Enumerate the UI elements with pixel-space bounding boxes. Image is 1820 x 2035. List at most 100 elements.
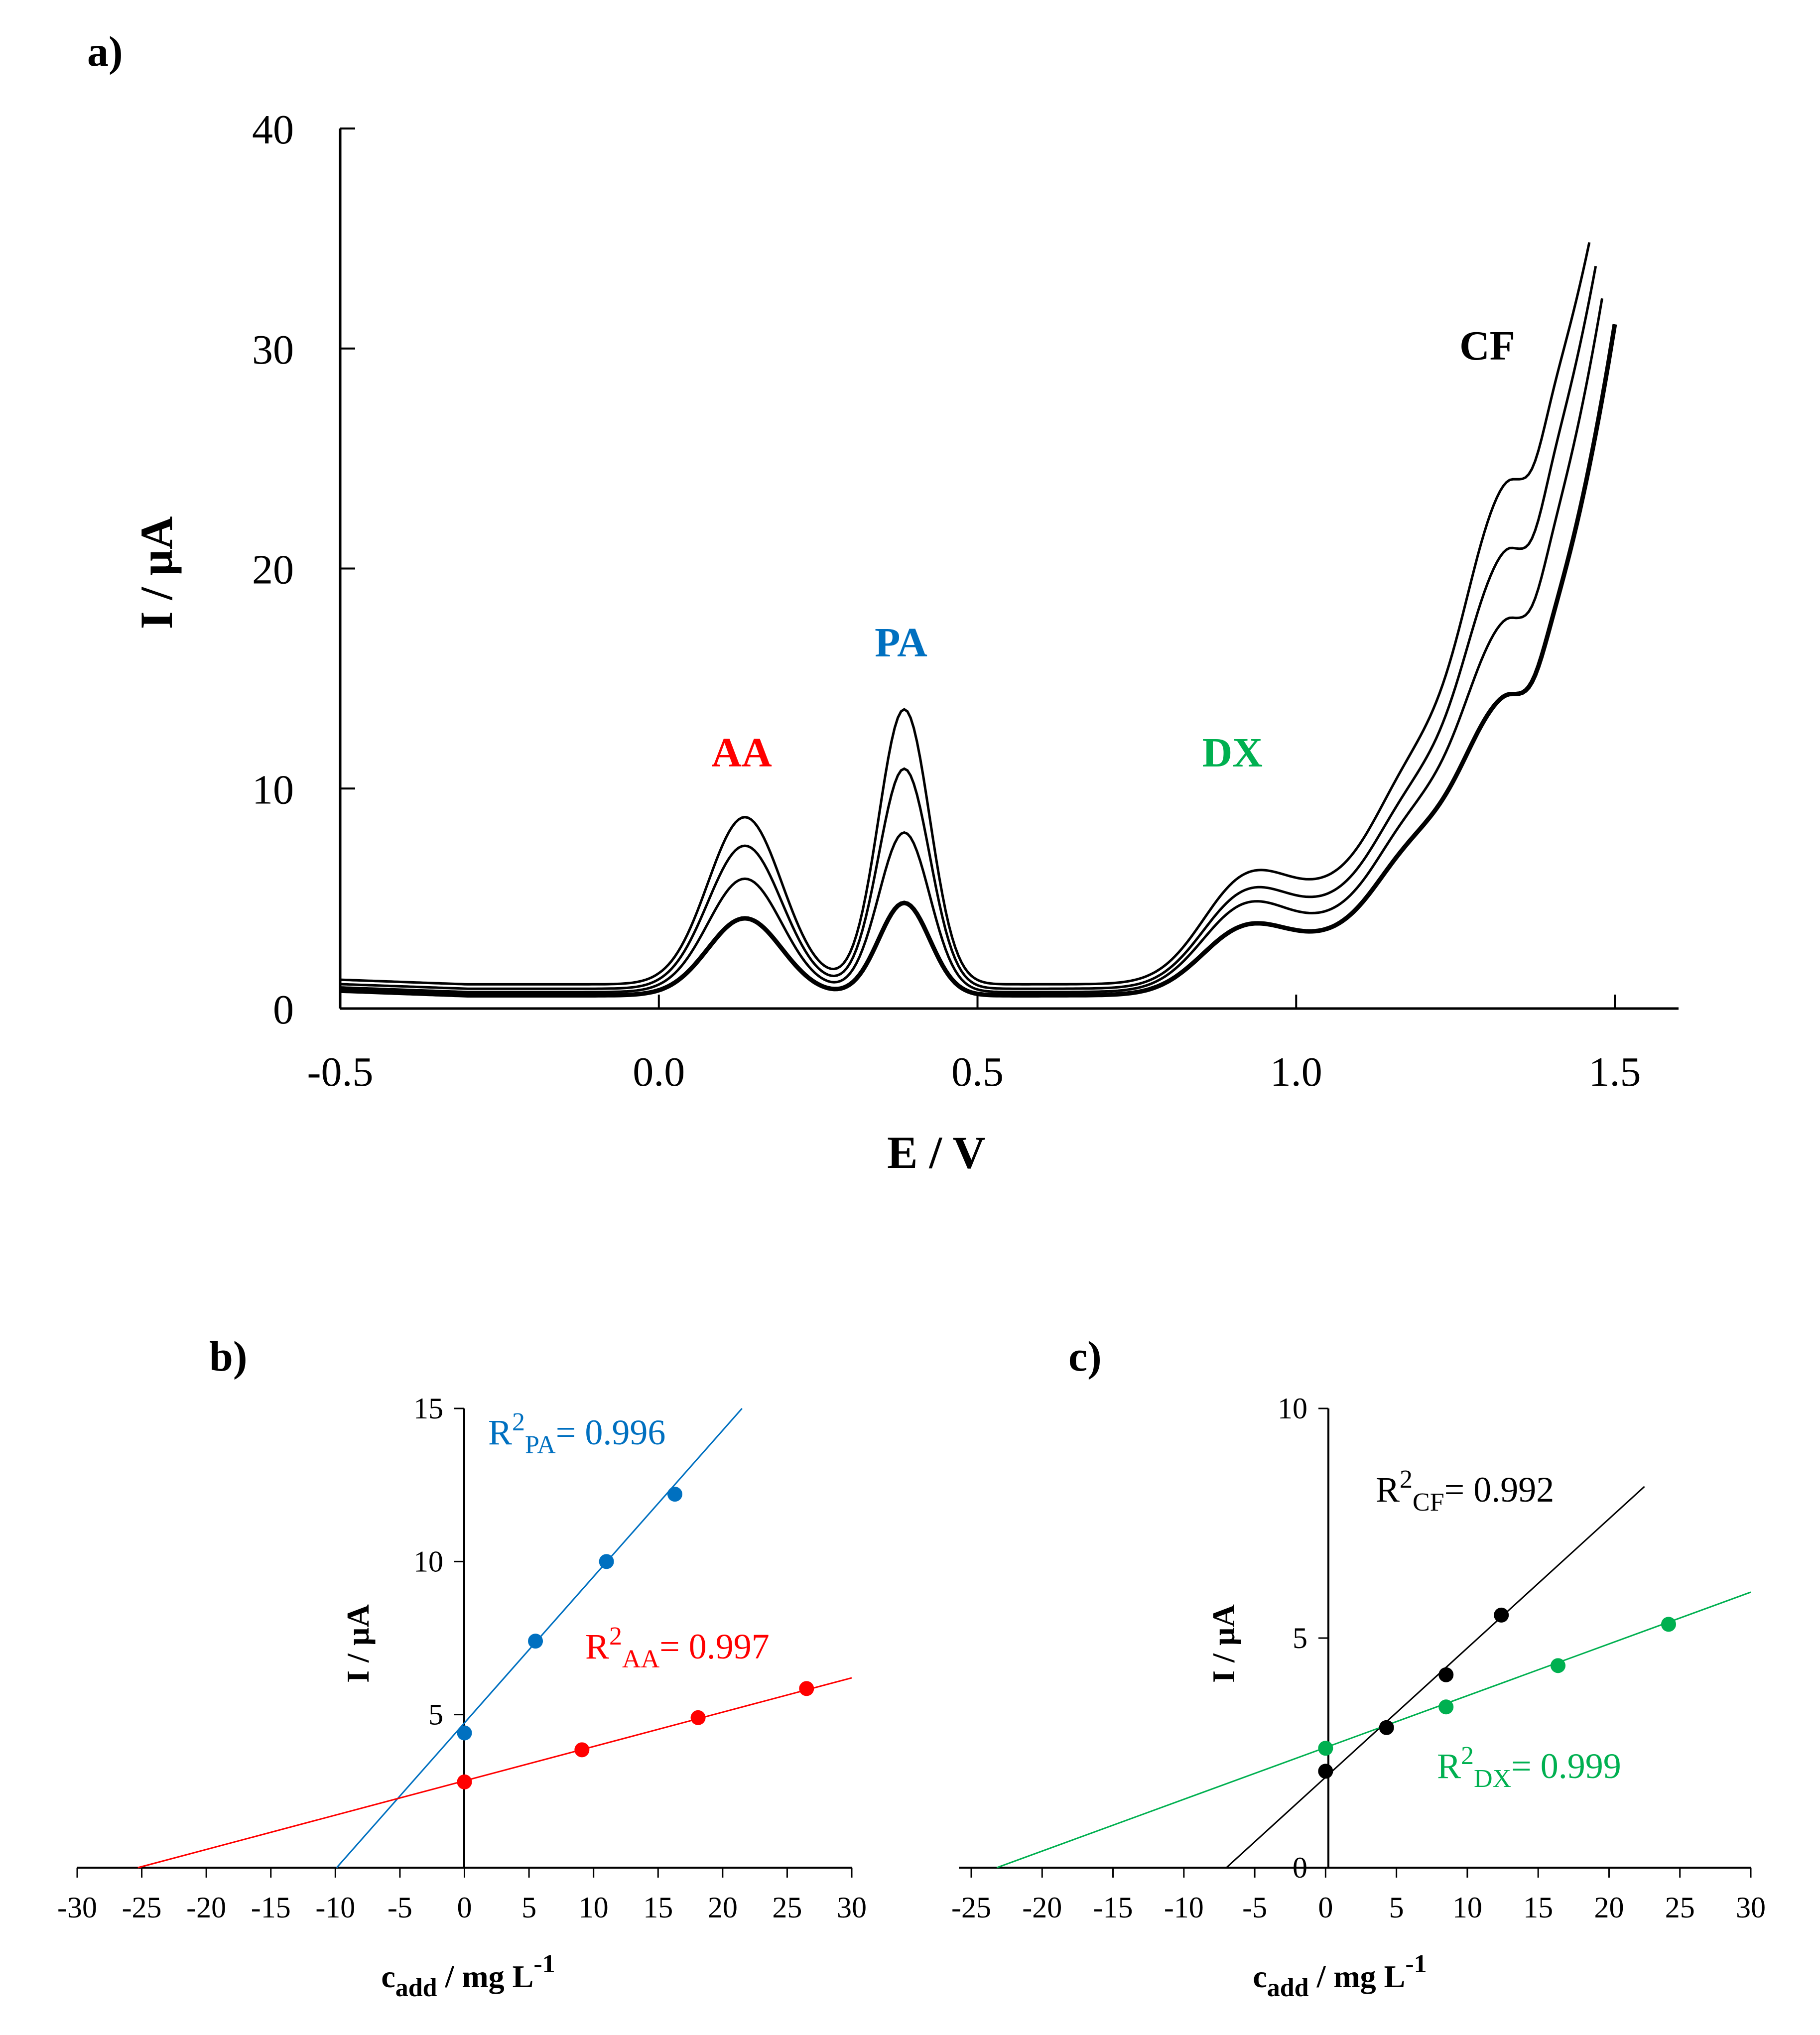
voltammogram-3 <box>340 298 1603 994</box>
panel-a: a) -0.5 0.0 0.5 1.0 1.5 0 10 20 30 40 AA PA DX CF E… <box>87 27 1679 1178</box>
r2-dx-main: R <box>1437 1746 1461 1786</box>
data-point-aa <box>799 1681 814 1696</box>
panel-a-x-title: E / V <box>887 1127 986 1178</box>
y-tick-label: 10 <box>252 766 294 813</box>
panel-a-label: a) <box>87 27 123 75</box>
data-point-cf <box>1494 1607 1509 1623</box>
r2-pa-value: = 0.996 <box>556 1412 666 1452</box>
x-tick-label: -20 <box>1022 1891 1062 1924</box>
r2-aa-main: R <box>585 1627 609 1666</box>
data-point-pa <box>667 1487 682 1502</box>
x-tick-label: 15 <box>1523 1891 1553 1924</box>
panel-c-x-sup: -1 <box>1405 1950 1427 1978</box>
x-tick-label: 25 <box>1665 1891 1695 1924</box>
voltammogram-1 <box>340 242 1591 986</box>
panel-b-label: b) <box>209 1332 247 1380</box>
x-tick-label: -10 <box>1164 1891 1204 1924</box>
data-point-pa <box>599 1554 614 1569</box>
panel-c-label: c) <box>1068 1332 1102 1380</box>
x-tick-label: 10 <box>579 1891 609 1924</box>
x-tick-label: -25 <box>951 1891 991 1924</box>
panel-c-fit-lines <box>996 1486 1751 1869</box>
panel-b-points <box>457 1487 814 1789</box>
y-tick-label: 15 <box>413 1392 443 1425</box>
panel-b-x-title: cadd / mg L-1 <box>381 1950 555 2002</box>
panel-a-y-title: I / µA <box>131 516 182 630</box>
x-tick-label: -10 <box>315 1891 355 1924</box>
panel-b-x-sup: -1 <box>533 1950 555 1978</box>
data-point-aa <box>457 1774 472 1789</box>
panel-c-r2-dx: R2DX= 0.999 <box>1437 1742 1621 1793</box>
x-tick-label: 30 <box>837 1891 867 1924</box>
panel-c-r2-cf: R2CF= 0.992 <box>1376 1465 1554 1517</box>
peak-label-aa: AA <box>711 730 772 776</box>
data-point-cf <box>1438 1667 1454 1682</box>
r2-cf-sup: 2 <box>1400 1465 1413 1494</box>
panel-c-x-sub: add <box>1267 1974 1309 2002</box>
fit-line-aa <box>137 1677 852 1869</box>
panel-b: b) -30 -25 -20 -15 -10 -5 0 5 10 15 20 25 30 5 10 15 R… <box>57 1332 867 2002</box>
x-tick-label: 25 <box>772 1891 802 1924</box>
x-tick-label: 5 <box>1389 1891 1404 1924</box>
y-tick-label: 0 <box>273 987 294 1033</box>
data-point-dx <box>1438 1699 1454 1715</box>
x-tick-label: -15 <box>1093 1891 1133 1924</box>
panel-a-peak-labels: AA PA DX CF <box>711 323 1515 776</box>
x-tick-label: -20 <box>186 1891 226 1924</box>
x-tick-label: -5 <box>388 1891 412 1924</box>
y-tick-label: 10 <box>1278 1392 1307 1425</box>
y-tick-label: 10 <box>413 1545 443 1578</box>
r2-aa-value: = 0.997 <box>659 1627 770 1666</box>
x-tick-label: 15 <box>643 1891 673 1924</box>
x-tick-label: 5 <box>521 1891 536 1924</box>
data-point-aa <box>574 1742 590 1758</box>
panel-c-x-title: cadd / mg L-1 <box>1253 1950 1427 2002</box>
r2-cf-value: = 0.992 <box>1444 1470 1555 1510</box>
x-tick-label: 30 <box>1736 1891 1766 1924</box>
y-tick-label: 5 <box>1293 1622 1307 1654</box>
x-tick-label: -5 <box>1242 1891 1267 1924</box>
y-tick-label: 20 <box>252 547 294 593</box>
y-tick-label: 0 <box>1293 1851 1307 1884</box>
panel-b-y-title: I / µA <box>340 1604 376 1683</box>
y-tick-label: 5 <box>428 1698 443 1731</box>
panel-b-r2-pa: R2PA= 0.996 <box>488 1408 665 1459</box>
r2-dx-sub: DX <box>1474 1765 1511 1793</box>
x-tick-label: -0.5 <box>307 1049 374 1095</box>
r2-dx-value: = 0.999 <box>1511 1746 1621 1786</box>
x-tick-label: 1.0 <box>1270 1049 1322 1095</box>
y-tick-label: 30 <box>252 327 294 373</box>
x-tick-label: 0.5 <box>951 1049 1004 1095</box>
panel-c-x-rest: / mg L <box>1309 1959 1406 1994</box>
x-tick-label: 1.5 <box>1589 1049 1641 1095</box>
r2-aa-sub: AA <box>622 1645 660 1673</box>
panel-a-curves <box>340 242 1617 998</box>
x-tick-label: -25 <box>122 1891 162 1924</box>
fit-line-dx <box>996 1591 1751 1869</box>
panel-b-y-ticks: 5 10 15 <box>413 1392 464 1731</box>
panel-b-x-rest: / mg L <box>437 1959 534 1994</box>
x-tick-label: 0.0 <box>633 1049 685 1095</box>
fit-line-cf <box>1226 1486 1645 1869</box>
panel-b-x-sub: add <box>395 1974 437 2002</box>
peak-label-dx: DX <box>1202 730 1263 776</box>
data-point-dx <box>1551 1658 1566 1673</box>
x-tick-label: -30 <box>57 1891 97 1924</box>
panel-b-r2-aa: R2AA= 0.997 <box>585 1622 770 1673</box>
r2-dx-sup: 2 <box>1461 1742 1474 1770</box>
panel-b-x-main: c <box>381 1959 395 1994</box>
x-tick-label: -15 <box>251 1891 291 1924</box>
panel-c-x-ticks: -25 -20 -15 -10 -5 0 5 10 15 20 25 30 <box>951 1868 1766 1924</box>
panel-a-y-ticks: 0 10 20 30 40 <box>252 107 355 1033</box>
x-tick-label: 10 <box>1452 1891 1482 1924</box>
data-point-aa <box>690 1710 706 1725</box>
panel-c-y-ticks: 0 5 10 <box>1278 1392 1328 1884</box>
peak-label-cf: CF <box>1459 323 1515 369</box>
data-point-dx <box>1318 1741 1333 1756</box>
data-point-pa <box>528 1634 543 1649</box>
r2-pa-main: R <box>488 1412 512 1452</box>
r2-pa-sub: PA <box>525 1431 556 1459</box>
r2-aa-sup: 2 <box>609 1622 622 1651</box>
